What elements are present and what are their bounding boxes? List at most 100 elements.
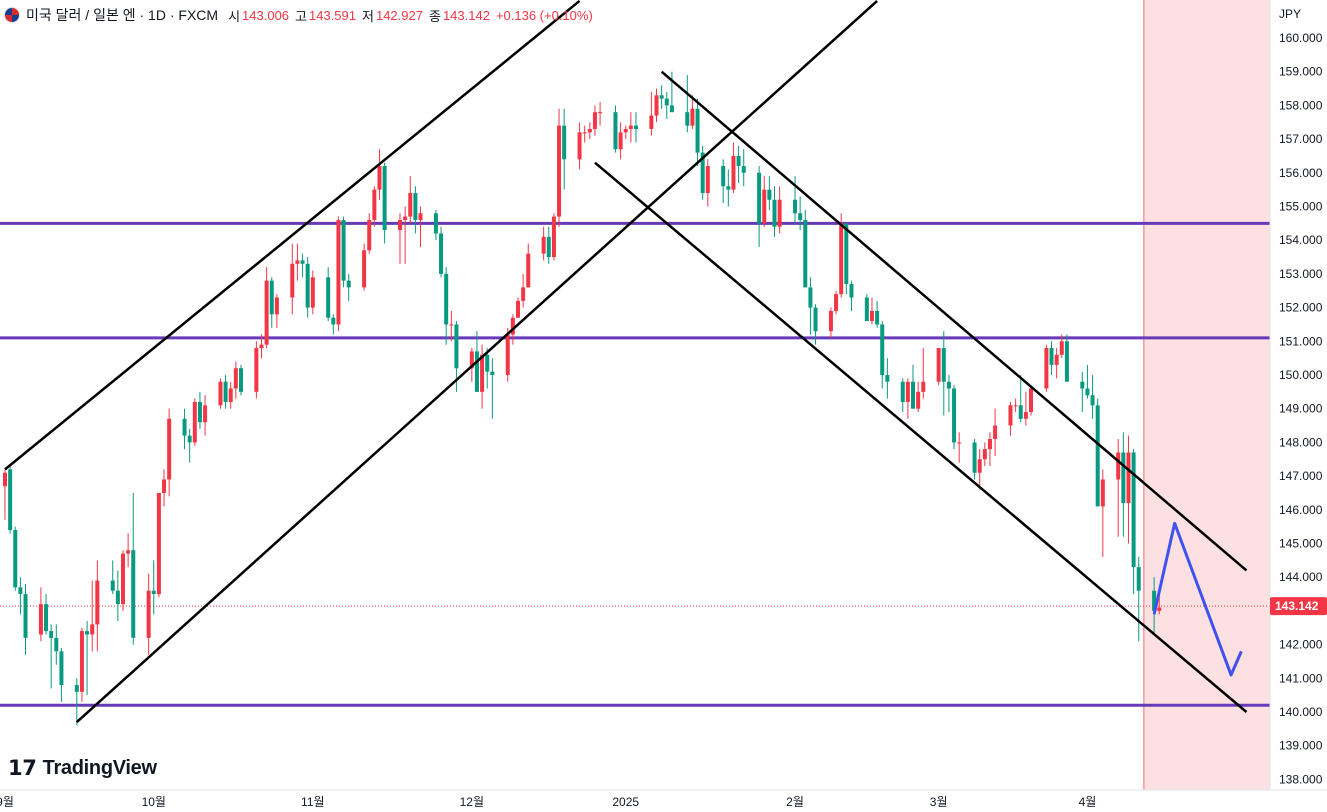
candle-body[interactable] (398, 219, 403, 231)
candle-body[interactable] (808, 287, 813, 308)
candle-body[interactable] (290, 263, 295, 298)
candle-body[interactable] (700, 152, 705, 194)
candle-body[interactable] (659, 95, 664, 99)
candle-body[interactable] (44, 604, 49, 632)
candle-body[interactable] (264, 280, 269, 345)
candle-body[interactable] (162, 479, 167, 493)
candle-body[interactable] (664, 98, 669, 106)
candle-body[interactable] (151, 590, 156, 595)
candle-body[interactable] (18, 587, 23, 595)
candle-body[interactable] (305, 263, 310, 308)
candle-body[interactable] (864, 297, 869, 322)
candle-body[interactable] (690, 108, 695, 126)
price-axis[interactable] (1270, 0, 1327, 812)
candle-body[interactable] (1085, 388, 1090, 396)
candle-body[interactable] (310, 277, 315, 308)
candle-body[interactable] (582, 132, 587, 134)
candle-body[interactable] (946, 381, 951, 389)
candle-body[interactable] (454, 324, 459, 369)
candle-body[interactable] (957, 442, 962, 444)
candle-body[interactable] (900, 381, 905, 402)
trendline[interactable] (4, 0, 581, 471)
candle-body[interactable] (474, 351, 479, 392)
candle-body[interactable] (921, 381, 926, 392)
candle-body[interactable] (731, 155, 736, 190)
candle-body[interactable] (952, 388, 957, 443)
candle-body[interactable] (798, 213, 803, 220)
candle-body[interactable] (1008, 405, 1013, 426)
candle-body[interactable] (813, 307, 818, 332)
candle-body[interactable] (1126, 452, 1131, 504)
candle-body[interactable] (839, 223, 844, 295)
candle-body[interactable] (413, 193, 418, 220)
candle-body[interactable] (110, 580, 115, 591)
forecast-arrow-path[interactable] (1152, 521, 1243, 677)
candle-body[interactable] (521, 287, 526, 301)
candle-body[interactable] (1018, 405, 1023, 419)
candle-body[interactable] (972, 442, 977, 473)
candle-body[interactable] (8, 469, 13, 531)
candle-body[interactable] (274, 297, 279, 315)
candle-body[interactable] (254, 348, 259, 392)
candle-body[interactable] (3, 472, 7, 487)
candle-body[interactable] (685, 112, 690, 126)
candle-body[interactable] (187, 435, 192, 443)
candle-body[interactable] (469, 351, 474, 369)
candle-body[interactable] (721, 166, 726, 187)
candle-body[interactable] (1116, 452, 1121, 480)
candle-body[interactable] (23, 594, 28, 638)
candle-body[interactable] (377, 166, 382, 190)
candle-body[interactable] (1100, 479, 1105, 507)
candle-body[interactable] (592, 112, 597, 129)
candle-body[interactable] (372, 189, 377, 220)
candle-body[interactable] (736, 155, 741, 167)
candle-body[interactable] (1054, 354, 1059, 365)
trendline[interactable] (660, 70, 1248, 572)
candle-body[interactable] (916, 391, 921, 409)
candle-body[interactable] (562, 125, 567, 160)
candle-body[interactable] (485, 354, 490, 372)
candle-body[interactable] (408, 193, 413, 217)
candle-body[interactable] (993, 425, 998, 440)
candle-body[interactable] (772, 199, 777, 227)
candle-body[interactable] (726, 186, 731, 190)
candle-body[interactable] (223, 381, 228, 402)
candle-body[interactable] (367, 219, 372, 251)
candle-body[interactable] (79, 631, 84, 692)
candle-body[interactable] (828, 310, 833, 332)
candle-body[interactable] (885, 375, 890, 382)
candle-body[interactable] (238, 368, 243, 392)
candle-body[interactable] (516, 300, 520, 318)
candle-body[interactable] (300, 260, 305, 264)
candle-body[interactable] (510, 317, 515, 335)
candle-body[interactable] (336, 219, 341, 325)
candle-body[interactable] (623, 128, 628, 133)
candle-body[interactable] (1044, 348, 1049, 389)
candle-body[interactable] (54, 637, 59, 652)
candle-body[interactable] (936, 348, 941, 382)
candle-body[interactable] (382, 166, 387, 231)
candle-body[interactable] (526, 253, 531, 288)
candle-body[interactable] (649, 115, 654, 129)
candle-body[interactable] (1013, 405, 1018, 407)
candle-body[interactable] (705, 166, 710, 194)
candle-body[interactable] (669, 105, 674, 113)
candle-body[interactable] (941, 348, 946, 382)
candle-body[interactable] (146, 590, 151, 638)
candle-body[interactable] (987, 439, 992, 450)
candle-body[interactable] (192, 401, 197, 443)
candle-body[interactable] (803, 219, 808, 288)
candle-body[interactable] (762, 189, 767, 224)
candle-body[interactable] (1049, 348, 1054, 365)
candle-body[interactable] (49, 631, 54, 638)
candle-body[interactable] (182, 418, 187, 436)
candle-body[interactable] (331, 317, 336, 325)
candle-body[interactable] (259, 344, 264, 349)
candle-body[interactable] (577, 132, 582, 160)
candle-body[interactable] (203, 405, 208, 423)
candle-body[interactable] (1136, 567, 1141, 591)
candle-body[interactable] (233, 368, 238, 389)
candle-body[interactable] (120, 553, 125, 605)
candle-body[interactable] (90, 624, 95, 635)
